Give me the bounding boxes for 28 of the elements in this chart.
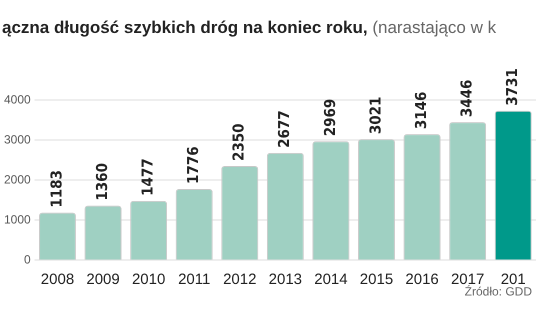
x-tick-label: 2009 xyxy=(86,271,120,288)
data-label: 3021 xyxy=(366,96,384,134)
x-tick-label: 2012 xyxy=(223,271,256,288)
data-label: 3731 xyxy=(503,68,522,106)
y-tick-label: 3000 xyxy=(4,132,32,146)
data-label: 1477 xyxy=(138,158,157,196)
y-tick-label: 0 xyxy=(24,252,32,266)
data-label: 1360 xyxy=(92,163,111,201)
data-label: 1183 xyxy=(47,170,66,208)
x-tick-label: 2008 xyxy=(40,271,74,288)
chart-subtitle: (narastająco w k xyxy=(372,18,496,37)
x-tick-label: 2015 xyxy=(360,271,394,288)
x-tick-label: 2013 xyxy=(268,271,302,288)
data-label: 1776 xyxy=(184,146,202,184)
x-tick-label: 201 xyxy=(500,271,526,288)
chart-title: ączna długość szybkich dróg na koniec roku, xyxy=(2,18,368,37)
data-label: 2969 xyxy=(320,98,339,136)
y-tick-label: 4000 xyxy=(4,92,32,106)
x-tick-label: 2011 xyxy=(178,271,210,288)
x-tick-label: 2016 xyxy=(405,271,439,288)
y-tick-label: 1000 xyxy=(4,212,32,226)
data-label: 3146 xyxy=(412,92,430,130)
x-tick-label: 2010 xyxy=(132,271,166,288)
y-tick-label: 2000 xyxy=(4,172,32,186)
data-label: 2350 xyxy=(230,123,248,161)
x-tick-label: 2014 xyxy=(314,271,348,288)
data-label: 2677 xyxy=(275,110,294,148)
data-label: 3446 xyxy=(458,80,476,118)
